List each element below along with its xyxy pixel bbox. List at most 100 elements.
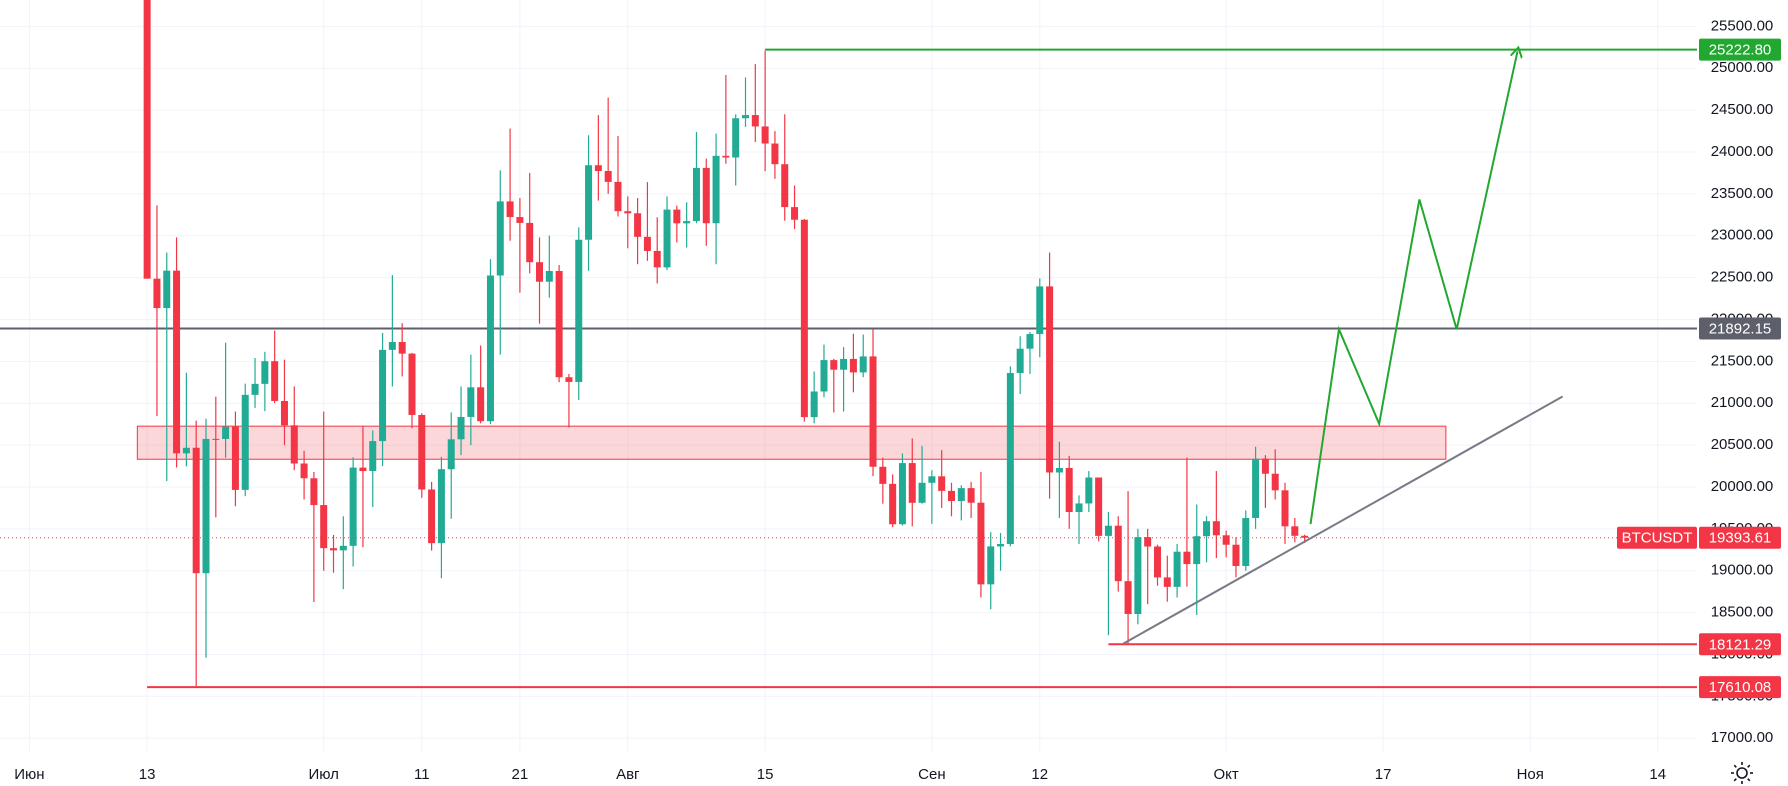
- candle-body: [330, 548, 338, 551]
- candle-body: [212, 438, 220, 440]
- candle-body: [1271, 473, 1279, 491]
- candle-body: [457, 416, 465, 440]
- candle-body: [388, 342, 396, 350]
- y-tick-label: 23500.00: [1711, 185, 1774, 202]
- candle-body: [369, 441, 377, 472]
- resistance-zone: [136, 425, 1447, 460]
- candle-body: [1055, 467, 1063, 473]
- candle-body: [486, 275, 494, 422]
- level-tag: 25222.80: [1709, 42, 1772, 59]
- candle-body: [310, 478, 318, 506]
- candle-body: [1144, 537, 1152, 547]
- x-tick-label: 11: [414, 766, 430, 783]
- candle-body: [1261, 458, 1269, 474]
- candle-body: [683, 221, 691, 224]
- trend-line: [1122, 395, 1564, 645]
- candle-body: [1193, 536, 1201, 565]
- symbol-tag-bg: [1617, 526, 1697, 549]
- settings-icon[interactable]: [1731, 762, 1753, 784]
- projection-path: [1309, 51, 1518, 525]
- x-tick-label: Июн: [14, 766, 44, 783]
- y-tick-label: 21500.00: [1711, 352, 1774, 369]
- candle-body: [938, 476, 946, 491]
- candle-body: [477, 387, 485, 422]
- candle-body: [967, 488, 975, 503]
- candle-body: [997, 543, 1005, 547]
- x-tick-label: Авг: [616, 766, 640, 783]
- candle-body: [1104, 525, 1112, 536]
- x-tick-label: 13: [139, 766, 156, 783]
- candle-body: [408, 353, 416, 415]
- x-tick-label: 17: [1375, 766, 1392, 783]
- candle-body: [1242, 518, 1250, 567]
- candle-body: [1065, 467, 1073, 512]
- candle-body: [447, 439, 455, 470]
- candle-body: [1075, 503, 1083, 512]
- candle-body: [290, 425, 298, 464]
- candle-body: [614, 181, 622, 212]
- level-tag-bg: [1699, 633, 1781, 656]
- last-price-tag: 19393.61: [1709, 530, 1772, 547]
- y-tick-label: 21000.00: [1711, 394, 1774, 411]
- candle-body: [692, 167, 700, 222]
- candle-body: [585, 165, 593, 240]
- candle-body: [1203, 521, 1211, 537]
- candle-body: [624, 211, 632, 214]
- candle-body: [437, 469, 445, 544]
- candle-body: [1153, 546, 1161, 578]
- candle-body: [830, 360, 838, 370]
- candle-body: [555, 270, 563, 378]
- candle-body: [742, 115, 750, 119]
- candle-body: [1163, 577, 1171, 587]
- candle-body: [241, 394, 249, 490]
- y-tick-label: 22500.00: [1711, 269, 1774, 286]
- candle-body: [879, 466, 887, 484]
- candle-body: [643, 236, 651, 251]
- candle-body: [261, 361, 269, 384]
- candle-body: [918, 482, 926, 503]
- x-tick-label: 14: [1649, 766, 1666, 783]
- candle-body: [1016, 348, 1024, 373]
- candle-body: [320, 505, 328, 549]
- candle-body: [418, 414, 426, 490]
- candle-body: [231, 426, 239, 490]
- level-tag-bg: [1699, 317, 1781, 340]
- candle-body: [280, 400, 288, 426]
- x-tick-label: Сен: [918, 766, 945, 783]
- x-tick-label: Июл: [308, 766, 338, 783]
- y-tick-label: 24500.00: [1711, 101, 1774, 118]
- candle-body: [271, 361, 279, 401]
- candle-body: [1124, 581, 1132, 614]
- x-tick-label: 21: [512, 766, 529, 783]
- y-tick-label: 20000.00: [1711, 478, 1774, 495]
- candle-body: [526, 222, 534, 263]
- candle-body: [849, 358, 857, 373]
- candle-body: [379, 349, 387, 442]
- candle-body: [712, 155, 720, 224]
- candle-body: [300, 463, 308, 479]
- y-tick-label: 20500.00: [1711, 436, 1774, 453]
- candle-body: [1291, 526, 1299, 536]
- candle-body: [898, 463, 906, 525]
- candle-body: [506, 201, 514, 218]
- candle-body: [1036, 286, 1044, 335]
- candle-body: [810, 391, 818, 418]
- level-tag: 21892.15: [1709, 320, 1772, 337]
- candle-body: [565, 377, 573, 382]
- candle-body: [722, 155, 730, 158]
- candle-body: [359, 467, 367, 472]
- x-tick-label: 12: [1031, 766, 1048, 783]
- candle-body: [987, 546, 995, 585]
- candle-body: [1095, 477, 1103, 536]
- candle-body: [1173, 551, 1181, 587]
- candle-body: [653, 250, 661, 268]
- candle-body: [702, 167, 710, 224]
- candle-body: [761, 126, 769, 144]
- x-tick-label: Ноя: [1517, 766, 1544, 783]
- candle-body: [604, 171, 612, 182]
- candle-body: [1046, 286, 1054, 473]
- y-tick-label: 17000.00: [1711, 729, 1774, 746]
- candle-body: [192, 447, 200, 574]
